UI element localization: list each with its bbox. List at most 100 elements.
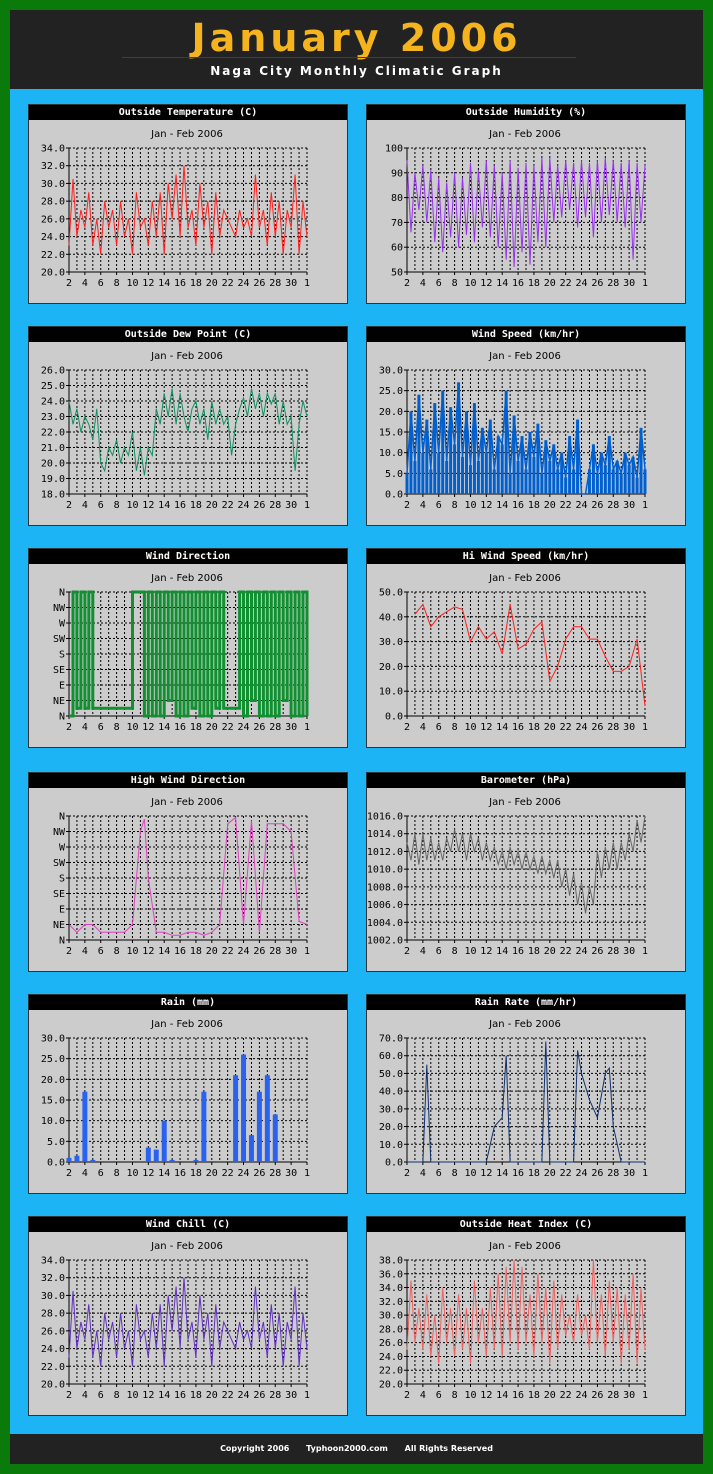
y-tick-label: 15.0 — [379, 428, 403, 439]
y-tick-label: 21.0 — [41, 443, 65, 454]
chart-subtitle: Jan - Feb 2006 — [488, 1019, 561, 1030]
x-tick-label: 24 — [576, 1390, 588, 1401]
x-tick-label: 24 — [238, 1390, 250, 1401]
x-tick-label: 28 — [607, 946, 619, 957]
x-tick-label: 4 — [420, 722, 426, 733]
x-tick-label: 12 — [142, 1168, 154, 1179]
y-tick-label: 0.0 — [47, 1158, 65, 1169]
x-tick-label: 2 — [404, 946, 410, 957]
page-title: January 2006 — [191, 16, 522, 60]
x-tick-label: 2 — [66, 500, 72, 511]
y-tick-label: 26.0 — [41, 1326, 65, 1337]
x-tick-label: 14 — [158, 1390, 170, 1401]
y-tick-label: 30.0 — [379, 1311, 403, 1322]
x-tick-label: 2 — [404, 1390, 410, 1401]
chart-svg-chill: Jan - Feb 2006 20.0 22.0 24.0 26.0 28.0 30.0 32… — [41, 1241, 310, 1401]
page-subtitle: Naga City Monthly Climatic Graph — [210, 64, 503, 78]
x-tick-label: 28 — [607, 1390, 619, 1401]
chart-panel-hiwind: Hi Wind Speed (km/hr) Jan - Feb 2006 0.0 10… — [366, 548, 686, 748]
x-tick-label: 30 — [623, 1168, 635, 1179]
y-tick-label: 20.0 — [41, 1075, 65, 1086]
x-tick-label: 28 — [269, 1168, 281, 1179]
x-tick-label: 22 — [222, 500, 234, 511]
x-tick-label: 20 — [206, 946, 218, 957]
x-tick-label: 14 — [496, 946, 508, 957]
x-tick-label: 18 — [528, 1390, 540, 1401]
y-tick-label: 32.0 — [41, 161, 65, 172]
x-tick-label: 4 — [82, 1168, 88, 1179]
y-tick-label: N — [59, 936, 65, 947]
x-tick-label: 24 — [576, 500, 588, 511]
chart-title: Outside Temperature (C) — [29, 105, 347, 120]
x-tick-label: 4 — [82, 500, 88, 511]
y-tick-label: 1016.0 — [367, 812, 403, 823]
bar — [161, 1120, 167, 1162]
x-tick-label: 1 — [304, 278, 310, 289]
y-tick-label: 60.0 — [379, 1051, 403, 1062]
x-tick-label: 16 — [512, 1168, 524, 1179]
x-tick-label: 16 — [174, 1168, 186, 1179]
x-tick-label: 14 — [496, 1168, 508, 1179]
y-tick-label: 30.0 — [41, 1034, 65, 1045]
y-tick-label: 20.0 — [379, 1122, 403, 1133]
x-tick-label: 12 — [142, 1390, 154, 1401]
x-tick-label: 26 — [253, 500, 265, 511]
y-tick-label: 1004.0 — [367, 918, 403, 929]
x-tick-label: 20 — [544, 722, 556, 733]
x-tick-label: 10 — [126, 1168, 138, 1179]
x-tick-label: 12 — [142, 278, 154, 289]
x-tick-label: 8 — [114, 946, 120, 957]
y-tick-label: 20.0 — [41, 268, 65, 279]
x-tick-label: 22 — [222, 1168, 234, 1179]
y-tick-label: 40.0 — [379, 1087, 403, 1098]
x-tick-label: 16 — [174, 500, 186, 511]
chart-title: Barometer (hPa) — [367, 773, 685, 788]
x-tick-label: 20 — [544, 1390, 556, 1401]
y-tick-label: 30.0 — [379, 1104, 403, 1115]
y-tick-label: 20.0 — [379, 407, 403, 418]
x-tick-label: 12 — [142, 500, 154, 511]
x-tick-label: 2 — [66, 1390, 72, 1401]
copyright-text: Copyright 2006 — [220, 1444, 290, 1453]
chart-panel-hum: Outside Humidity (%) Jan - Feb 2006 50 60 70… — [366, 104, 686, 304]
y-tick-label: 25.0 — [41, 381, 65, 392]
x-tick-label: 4 — [420, 500, 426, 511]
x-tick-label: 12 — [480, 1168, 492, 1179]
x-tick-label: 30 — [623, 1390, 635, 1401]
chart-title: Outside Humidity (%) — [367, 105, 685, 120]
x-tick-label: 18 — [190, 500, 202, 511]
x-tick-label: 8 — [114, 722, 120, 733]
x-tick-label: 16 — [174, 278, 186, 289]
x-tick-label: 1 — [304, 1168, 310, 1179]
site-link[interactable]: Typhoon2000.com — [306, 1444, 388, 1453]
x-tick-label: 14 — [496, 1390, 508, 1401]
chart-title: Hi Wind Speed (km/hr) — [367, 549, 685, 564]
x-tick-label: 8 — [114, 1168, 120, 1179]
y-tick-label: 22.0 — [41, 1362, 65, 1373]
y-tick-label: 30.0 — [379, 366, 403, 377]
x-tick-label: 22 — [560, 1390, 572, 1401]
y-tick-label: 34.0 — [41, 144, 65, 155]
chart-panel-heat: Outside Heat Index (C) Jan - Feb 2006 20.0… — [366, 1216, 686, 1416]
bar — [153, 1149, 159, 1162]
y-tick-label: 22.0 — [41, 250, 65, 261]
x-tick-label: 28 — [269, 1390, 281, 1401]
bar — [193, 1159, 199, 1162]
series-line — [414, 603, 646, 707]
chart-svg-rain: Jan - Feb 2006 0.0 5.0 10.0 15.0 20.0 25.0 30.0… — [41, 1019, 310, 1179]
y-tick-label: 100 — [385, 144, 403, 155]
x-tick-label: 14 — [496, 278, 508, 289]
x-tick-label: 26 — [591, 1168, 603, 1179]
x-tick-label: 22 — [222, 278, 234, 289]
title-divider — [122, 57, 576, 58]
series-line — [68, 1277, 308, 1367]
x-tick-label: 12 — [142, 946, 154, 957]
x-tick-label: 1 — [642, 278, 648, 289]
chart-title: Wind Speed (km/hr) — [367, 327, 685, 342]
x-tick-label: 18 — [190, 946, 202, 957]
x-tick-label: 26 — [253, 1390, 265, 1401]
bar — [241, 1054, 247, 1162]
x-tick-label: 4 — [82, 722, 88, 733]
